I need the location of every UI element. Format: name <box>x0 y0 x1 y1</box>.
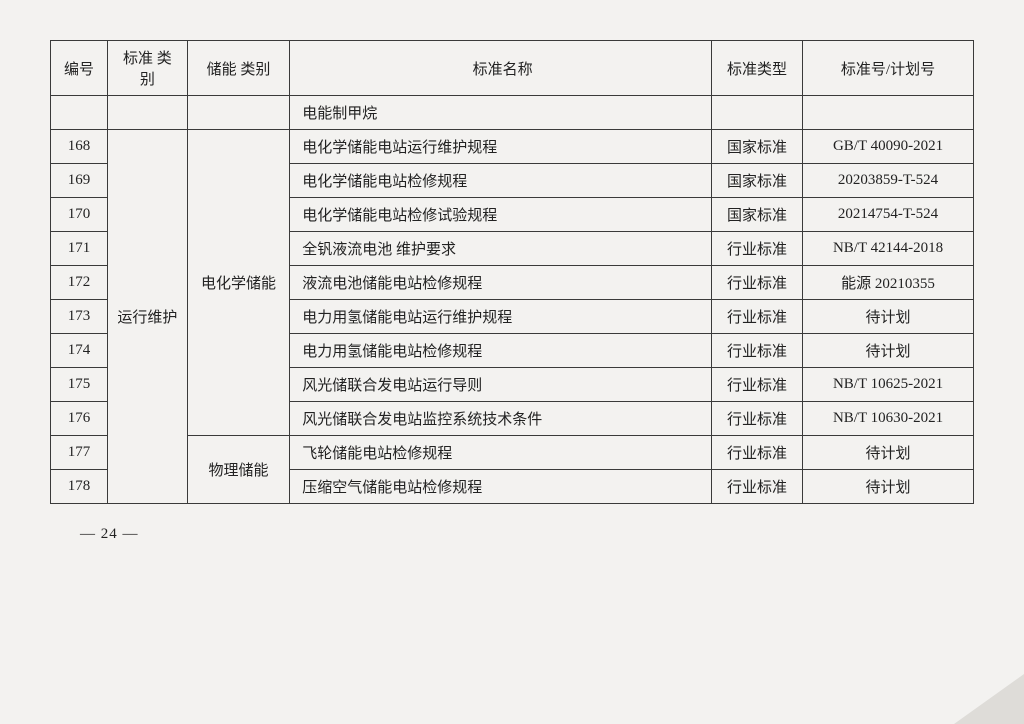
cell-code: NB/T 10630-2021 <box>803 402 974 436</box>
cell-num: 169 <box>51 164 108 198</box>
cell-name: 风光储联合发电站运行导则 <box>290 368 712 402</box>
cell-name: 风光储联合发电站监控系统技术条件 <box>290 402 712 436</box>
cell-type: 行业标准 <box>711 300 802 334</box>
cell-name: 飞轮储能电站检修规程 <box>290 436 712 470</box>
col-header-number: 编号 <box>51 41 108 96</box>
table-header-row: 编号 标准 类别 储能 类别 标准名称 标准类型 标准号/计划号 <box>51 41 974 96</box>
cell-cat1 <box>107 96 187 130</box>
page-corner-fold-icon <box>954 674 1024 724</box>
cell-num: 170 <box>51 198 108 232</box>
cell-num: 177 <box>51 436 108 470</box>
cell-cat2-merged-a: 电化学储能 <box>187 130 290 436</box>
cell-name: 全钒液流电池 维护要求 <box>290 232 712 266</box>
cell-num: 168 <box>51 130 108 164</box>
cell-type: 国家标准 <box>711 198 802 232</box>
cell-code: 待计划 <box>803 436 974 470</box>
cell-name: 电力用氢储能电站运行维护规程 <box>290 300 712 334</box>
cell-name: 电能制甲烷 <box>290 96 712 130</box>
cell-name: 压缩空气储能电站检修规程 <box>290 470 712 504</box>
cell-code: 能源 20210355 <box>803 266 974 300</box>
cell-num <box>51 96 108 130</box>
cell-name: 电化学储能电站运行维护规程 <box>290 130 712 164</box>
cell-num: 172 <box>51 266 108 300</box>
cell-code: 待计划 <box>803 334 974 368</box>
cell-type: 行业标准 <box>711 266 802 300</box>
cell-type: 国家标准 <box>711 130 802 164</box>
cell-cat2 <box>187 96 290 130</box>
cell-name: 液流电池储能电站检修规程 <box>290 266 712 300</box>
cell-code: 20214754-T-524 <box>803 198 974 232</box>
cell-num: 175 <box>51 368 108 402</box>
cell-name: 电化学储能电站检修试验规程 <box>290 198 712 232</box>
col-header-type: 标准类型 <box>711 41 802 96</box>
cell-name: 电力用氢储能电站检修规程 <box>290 334 712 368</box>
cell-num: 171 <box>51 232 108 266</box>
cell-code: 20203859-T-524 <box>803 164 974 198</box>
cell-type: 行业标准 <box>711 470 802 504</box>
cell-type: 行业标准 <box>711 334 802 368</box>
cell-type: 国家标准 <box>711 164 802 198</box>
cell-code <box>803 96 974 130</box>
cell-type: 行业标准 <box>711 232 802 266</box>
col-header-code: 标准号/计划号 <box>803 41 974 96</box>
cell-name: 电化学储能电站检修规程 <box>290 164 712 198</box>
col-header-escat: 储能 类别 <box>187 41 290 96</box>
table-row: 168 运行维护 电化学储能 电化学储能电站运行维护规程 国家标准 GB/T 4… <box>51 130 974 164</box>
col-header-stdcat: 标准 类别 <box>107 41 187 96</box>
cell-code: 待计划 <box>803 300 974 334</box>
cell-type: 行业标准 <box>711 402 802 436</box>
cell-code: 待计划 <box>803 470 974 504</box>
col-header-name: 标准名称 <box>290 41 712 96</box>
cell-cat2-merged-b: 物理储能 <box>187 436 290 504</box>
cell-code: NB/T 10625-2021 <box>803 368 974 402</box>
cell-code: GB/T 40090-2021 <box>803 130 974 164</box>
cell-num: 176 <box>51 402 108 436</box>
cell-num: 174 <box>51 334 108 368</box>
cell-type: 行业标准 <box>711 436 802 470</box>
page-number: — 24 — <box>80 526 974 543</box>
standards-table: 编号 标准 类别 储能 类别 标准名称 标准类型 标准号/计划号 电能制甲烷 1… <box>50 40 974 504</box>
cell-type <box>711 96 802 130</box>
cell-num: 178 <box>51 470 108 504</box>
cell-cat1-merged: 运行维护 <box>107 130 187 504</box>
cell-num: 173 <box>51 300 108 334</box>
table-row: 电能制甲烷 <box>51 96 974 130</box>
cell-code: NB/T 42144-2018 <box>803 232 974 266</box>
table-row: 177 物理储能 飞轮储能电站检修规程 行业标准 待计划 <box>51 436 974 470</box>
cell-type: 行业标准 <box>711 368 802 402</box>
